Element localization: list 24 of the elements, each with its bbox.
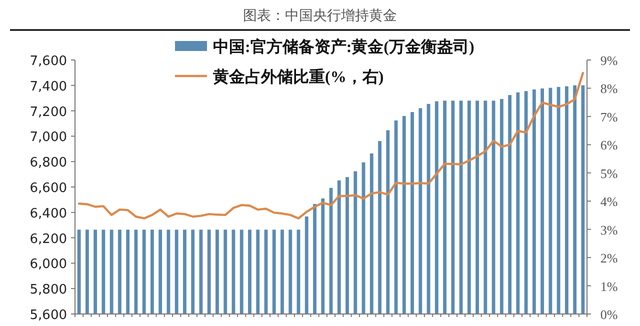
y2-tick-label: 8% bbox=[600, 81, 618, 96]
legend-label: 中国:官方储备资产:黄金(万金衡盎司) bbox=[213, 37, 474, 56]
chart-title: 图表：中国央行增持黄金 bbox=[243, 8, 397, 24]
legend-label: 黄金占外储比重(%，右) bbox=[212, 68, 384, 86]
y-tick-label: 6,200 bbox=[30, 232, 67, 247]
y2-tick-label: 7% bbox=[600, 109, 618, 124]
y-tick-label: 6,000 bbox=[30, 257, 67, 272]
y-tick-label: 6,800 bbox=[30, 156, 67, 171]
y-tick-label: 6,400 bbox=[30, 206, 67, 222]
y2-tick-label: 4% bbox=[600, 194, 618, 210]
y-tick-label: 7,400 bbox=[30, 79, 67, 94]
y-tick-label: 6,600 bbox=[30, 181, 67, 196]
y2-tick-label: 5% bbox=[600, 166, 618, 181]
y2-tick-label: 0% bbox=[600, 307, 618, 322]
y2-tick-label: 3% bbox=[600, 222, 618, 238]
y2-tick-label: 6% bbox=[600, 138, 618, 153]
y-tick-label: 7,200 bbox=[30, 104, 67, 120]
y2-tick-label: 2% bbox=[600, 250, 618, 266]
y2-tick-label: 9% bbox=[600, 53, 618, 68]
y-tick-label: 5,600 bbox=[30, 308, 67, 323]
y2-tick-label: 1% bbox=[600, 278, 618, 294]
y-tick-label: 7,000 bbox=[30, 130, 67, 146]
y-tick-label: 5,800 bbox=[30, 282, 67, 298]
y-tick-label: 7,600 bbox=[30, 54, 67, 69]
